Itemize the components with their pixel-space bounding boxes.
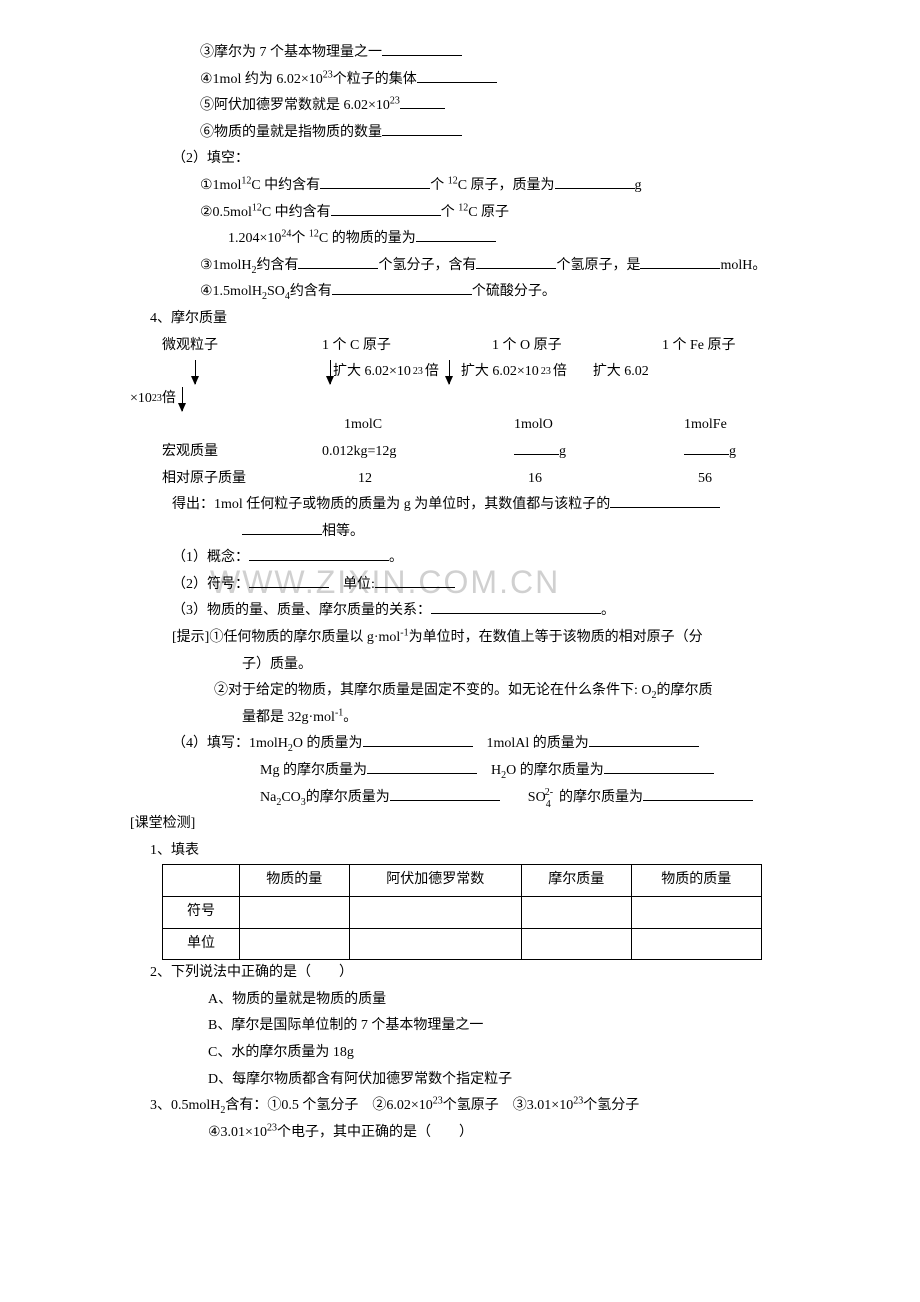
hint-2b: 量都是 32g·mol-1。 <box>242 705 820 732</box>
symbol-line: （2）符号： 单位: <box>172 572 820 599</box>
test-heading: [课堂检测] <box>130 811 820 838</box>
times-suffix: ×1023倍 <box>130 386 820 413</box>
micro-row: 微观粒子 1 个 C 原子 1 个 O 原子 1 个 Fe 原子 <box>162 333 820 360</box>
table-row: 物质的量 阿伏加德罗常数 摩尔质量 物质的质量 <box>163 865 762 897</box>
fill4-line2: Mg 的摩尔质量为 H2O 的摩尔质量为 <box>260 758 820 785</box>
section-4-title: 4、摩尔质量 <box>150 306 820 333</box>
relation-line: （3）物质的量、质量、摩尔质量的关系：。 <box>172 598 820 625</box>
q1: 1、填表 <box>150 838 820 865</box>
statement-6: ⑥物质的量就是指物质的数量 <box>200 120 820 147</box>
statement-3: ③摩尔为 7 个基本物理量之一 <box>200 40 820 67</box>
fill-3: ③1molH2约含有个氢分子，含有个氢原子，是molH。 <box>200 253 820 280</box>
arrow-icon <box>449 360 450 384</box>
fill-heading: （2）填空： <box>172 146 820 173</box>
hint-1b: 子）质量。 <box>242 652 820 679</box>
fill-2b: 1.204×1024个 12C 的物质的量为 <box>228 226 820 253</box>
q2-d: D、每摩尔物质都含有阿伏加德罗常数个指定粒子 <box>208 1067 820 1094</box>
arrow-icon <box>195 360 196 384</box>
arrow-icon <box>330 360 331 384</box>
fill-table: 物质的量 阿伏加德罗常数 摩尔质量 物质的质量 符号 单位 <box>162 864 762 960</box>
q3: 3、0.5molH2含有：①0.5 个氢分子 ②6.02×1023个氢原子 ③3… <box>150 1093 820 1120</box>
q2-c: C、水的摩尔质量为 18g <box>208 1040 820 1067</box>
q3-cont: ④3.01×1023个电子，其中正确的是（ ） <box>208 1120 820 1147</box>
fill-2: ②0.5mol12C 中约含有个 12C 原子 <box>200 200 820 227</box>
hint-2: ②对于给定的物质，其摩尔质量是固定不变的。如无论在什么条件下: O2的摩尔质 <box>214 678 820 705</box>
mol-row: 1molC 1molO 1molFe <box>162 412 820 439</box>
statement-4: ④1mol 约为 6.02×1023个粒子的集体 <box>200 67 820 94</box>
concept-line: （1）概念：。 <box>172 545 820 572</box>
statement-5: ⑤阿伏加德罗常数就是 6.02×1023 <box>200 93 820 120</box>
fill-1: ①1mol12C 中约含有个 12C 原子，质量为g <box>200 173 820 200</box>
q2-a: A、物质的量就是物质的质量 <box>208 987 820 1014</box>
fill4-line3: Na2CO3的摩尔质量为 SO42-的摩尔质量为 <box>260 785 820 812</box>
fill4-line1: （4）填写：1molH2O 的质量为 1molAl 的质量为 <box>172 731 820 758</box>
hint-1: [提示]①任何物质的摩尔质量以 g·mol-1为单位时，在数值上等于该物质的相对… <box>172 625 820 652</box>
rel-mass-row: 相对原子质量 12 16 56 <box>162 466 820 493</box>
macro-row: 宏观质量 0.012kg=12g g g <box>162 439 820 466</box>
expand-row: 扩大 6.02×1023倍 扩大 6.02×1023倍 扩大 6.02 <box>130 359 820 386</box>
table-row: 符号 <box>163 897 762 929</box>
q2-b: B、摩尔是国际单位制的 7 个基本物理量之一 <box>208 1013 820 1040</box>
q2: 2、下列说法中正确的是（ ） <box>150 960 820 987</box>
arrow-icon <box>182 387 183 411</box>
table-row: 单位 <box>163 928 762 960</box>
fill-4: ④1.5molH2SO4约含有个硫酸分子。 <box>200 279 820 306</box>
conclusion: 得出：1mol 任何粒子或物质的质量为 g 为单位时，其数值都与该粒子的 <box>172 492 820 519</box>
conclusion-b: 相等。 <box>242 519 820 546</box>
